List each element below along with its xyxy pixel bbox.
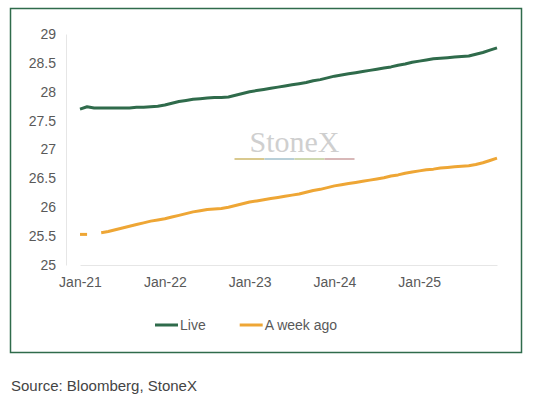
y-tick: 27.5 — [29, 113, 66, 129]
legend-label: Live — [180, 317, 206, 333]
series-line — [101, 158, 497, 232]
series-line — [80, 48, 497, 109]
series-line — [80, 233, 87, 236]
source: Source: Bloomberg, StoneX — [11, 377, 197, 394]
y-axis: 25 25.5 26 26.5 27 27.5 28 28.5 29 — [29, 26, 67, 273]
x-axis-line — [81, 265, 498, 266]
watermark: StoneX — [250, 125, 340, 158]
watermark-stripe — [295, 158, 325, 160]
y-tick-label: 27 — [40, 141, 56, 157]
y-tick: 26.5 — [29, 170, 66, 186]
y-tick-label: 25 — [40, 257, 56, 273]
x-tick: Jan-24 — [314, 265, 357, 290]
x-tick: Jan-22 — [144, 265, 187, 290]
y-tick: 29 — [40, 26, 66, 42]
y-tick-label: 26.5 — [29, 170, 56, 186]
x-tick: Jan-23 — [229, 265, 272, 290]
watermark-stripe — [325, 158, 355, 160]
y-tick-label: 28.5 — [29, 55, 56, 71]
lines — [80, 48, 497, 235]
watermark-stripe — [235, 158, 265, 160]
watermark-stripe — [265, 158, 295, 160]
legend-swatch — [240, 324, 263, 327]
y-axis-line — [66, 35, 67, 266]
x-tick: Jan-25 — [398, 265, 441, 290]
y-tick-label: 29 — [40, 26, 56, 42]
chart-frame — [11, 9, 522, 353]
y-tick-label: 28 — [40, 84, 56, 100]
y-tick: 25.5 — [29, 228, 66, 244]
legend-label: A week ago — [265, 317, 338, 333]
x-tick-label: Jan-25 — [398, 274, 441, 290]
y-tick: 26 — [40, 199, 66, 215]
y-tick: 25 — [40, 257, 66, 273]
y-tick: 28 — [40, 84, 66, 100]
y-tick: 28.5 — [29, 55, 66, 71]
y-tick-label: 27.5 — [29, 113, 56, 129]
x-tick-label: Jan-24 — [314, 274, 357, 290]
y-tick-label: 25.5 — [29, 228, 56, 244]
y-tick: 27 — [40, 141, 66, 157]
x-tick: Jan-21 — [59, 265, 102, 290]
x-tick-label: Jan-21 — [59, 274, 102, 290]
legend-swatch — [155, 324, 178, 327]
y-tick-label: 26 — [40, 199, 56, 215]
x-tick-label: Jan-22 — [144, 274, 187, 290]
x-axis: Jan-21 Jan-22 Jan-23 Jan-24 Jan-25 — [59, 265, 497, 290]
x-tick-label: Jan-23 — [229, 274, 272, 290]
legend: Live A week ago — [155, 317, 337, 333]
